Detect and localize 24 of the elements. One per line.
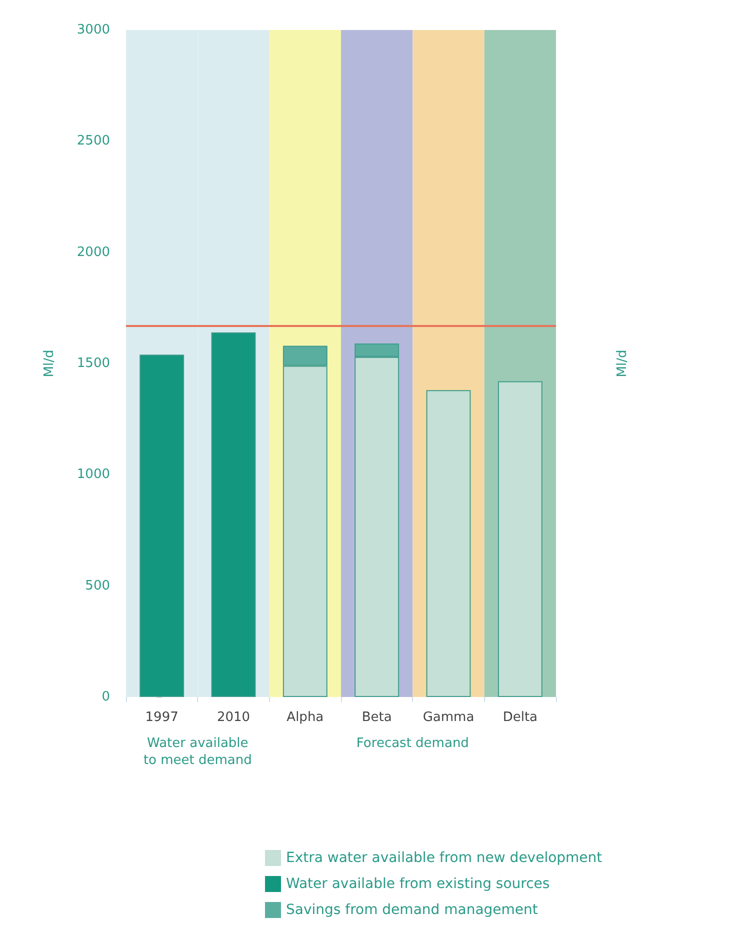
bar [426,390,471,697]
y-tick-label: 2000 [76,244,110,260]
legend-label: Water available from existing sources [286,876,550,892]
y-tick-label: 1500 [76,356,110,371]
x-tick-label: Delta [502,710,538,725]
x-tick-label: Gamma [422,710,474,725]
y-tick-label: 1000 [76,467,110,482]
x-tick-label: Alpha [286,710,324,725]
y-axis-title: Ml/d [42,350,57,378]
bar [211,332,256,697]
y2-axis-title: Ml/d [615,350,630,378]
x-tick-label: 2010 [216,710,250,725]
text: Forecast demand [356,736,469,751]
bar [140,354,184,697]
legend-label: Extra water available from new development [286,850,603,866]
y-tick-label: 3000 [76,22,110,38]
legend-label: Savings from demand management [286,902,538,918]
bar [498,381,542,697]
x-tick-label: Beta [362,710,392,725]
text: Water available to meet demand [143,736,252,768]
y-tick-label: 2500 [76,134,110,149]
y-tick-label: 500 [85,578,110,594]
x-tick-label: 1997 [145,710,178,725]
y-tick-label: 0 [102,690,110,704]
